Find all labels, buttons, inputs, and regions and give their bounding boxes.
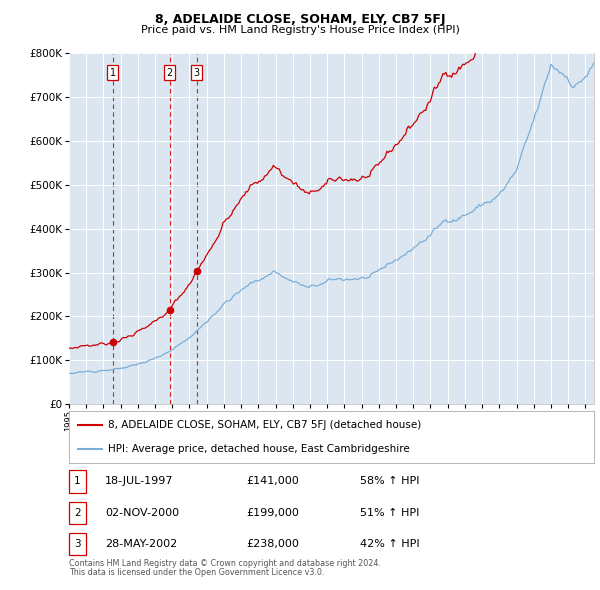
Text: £238,000: £238,000 [246,539,299,549]
Text: 51% ↑ HPI: 51% ↑ HPI [360,508,419,517]
Text: Price paid vs. HM Land Registry's House Price Index (HPI): Price paid vs. HM Land Registry's House … [140,25,460,35]
Text: 8, ADELAIDE CLOSE, SOHAM, ELY, CB7 5FJ: 8, ADELAIDE CLOSE, SOHAM, ELY, CB7 5FJ [155,13,445,26]
Text: £199,000: £199,000 [246,508,299,517]
Text: 2: 2 [166,68,173,78]
Text: 1: 1 [74,477,81,486]
Text: 02-NOV-2000: 02-NOV-2000 [105,508,179,517]
Text: 28-MAY-2002: 28-MAY-2002 [105,539,177,549]
Text: 3: 3 [193,68,200,78]
Text: HPI: Average price, detached house, East Cambridgeshire: HPI: Average price, detached house, East… [109,444,410,454]
Text: 58% ↑ HPI: 58% ↑ HPI [360,477,419,486]
Text: 42% ↑ HPI: 42% ↑ HPI [360,539,419,549]
Text: 18-JUL-1997: 18-JUL-1997 [105,477,173,486]
Text: 8, ADELAIDE CLOSE, SOHAM, ELY, CB7 5FJ (detached house): 8, ADELAIDE CLOSE, SOHAM, ELY, CB7 5FJ (… [109,420,422,430]
Text: Contains HM Land Registry data © Crown copyright and database right 2024.: Contains HM Land Registry data © Crown c… [69,559,381,568]
Text: 1: 1 [110,68,116,78]
Text: This data is licensed under the Open Government Licence v3.0.: This data is licensed under the Open Gov… [69,568,325,577]
Text: 2: 2 [74,508,81,517]
Text: £141,000: £141,000 [246,477,299,486]
Text: 3: 3 [74,539,81,549]
